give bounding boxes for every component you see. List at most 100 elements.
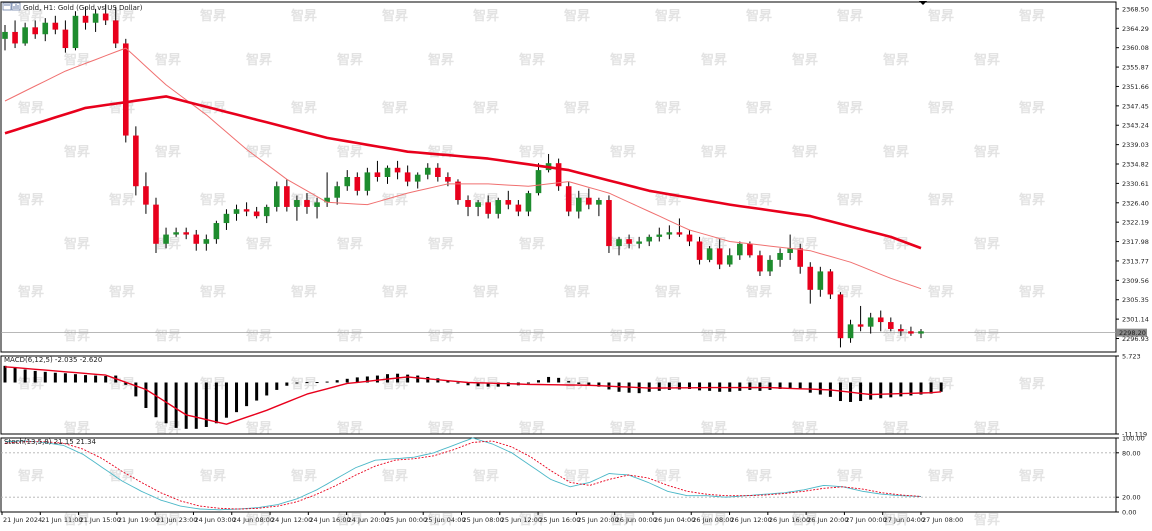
candle-body[interactable] — [92, 13, 99, 23]
candle-body[interactable] — [324, 197, 330, 203]
candle-body[interactable] — [314, 202, 320, 207]
candle-body[interactable] — [12, 31, 18, 44]
candle-body[interactable] — [525, 193, 532, 212]
candle-body[interactable] — [867, 317, 874, 327]
candle-body[interactable] — [716, 248, 723, 265]
candle-body[interactable] — [606, 200, 612, 247]
watermark-tile: 智昇 — [428, 236, 454, 252]
candle-body[interactable] — [414, 174, 421, 182]
candle-body[interactable] — [82, 15, 89, 23]
candle-body[interactable] — [495, 200, 502, 214]
candle-body[interactable] — [384, 167, 391, 177]
candle-body[interactable] — [133, 135, 139, 187]
candle-body[interactable] — [344, 177, 351, 187]
candle-body[interactable] — [817, 271, 824, 290]
candle-body[interactable] — [676, 232, 683, 235]
candle-body[interactable] — [888, 322, 894, 329]
candle-body[interactable] — [807, 266, 814, 290]
candle-body[interactable] — [112, 20, 119, 44]
candle-body[interactable] — [857, 324, 864, 327]
candle-body[interactable] — [455, 181, 461, 201]
candle-body[interactable] — [374, 172, 381, 177]
candle-body[interactable] — [153, 204, 159, 244]
candle-body[interactable] — [656, 234, 663, 237]
candle-body[interactable] — [354, 177, 361, 191]
candle-body[interactable] — [183, 232, 189, 235]
candle-body[interactable] — [898, 328, 904, 332]
candle-body[interactable] — [515, 204, 522, 212]
candle-body[interactable] — [334, 186, 340, 198]
candle-body[interactable] — [404, 172, 411, 182]
candle-body[interactable] — [223, 213, 230, 224]
candle-body[interactable] — [586, 197, 592, 205]
candle-body[interactable] — [877, 317, 884, 323]
shift-marker-icon[interactable] — [919, 1, 927, 5]
macd-pane[interactable]: 5.723 -11.119 — [0, 353, 1147, 439]
candle-body[interactable] — [22, 27, 28, 44]
candle-body[interactable] — [294, 200, 300, 207]
candle-body[interactable] — [596, 200, 602, 205]
candle-body[interactable] — [42, 22, 49, 35]
candle-body[interactable] — [233, 209, 240, 214]
stochastic-pane[interactable]: 100.00 80.00 20.00 0.00 — [0, 435, 1145, 517]
candle-body[interactable] — [646, 236, 653, 242]
candle-body[interactable] — [777, 252, 783, 260]
candle-body[interactable] — [827, 271, 834, 295]
candle-body[interactable] — [767, 259, 773, 272]
candle-body[interactable] — [475, 202, 481, 207]
candle-body[interactable] — [253, 211, 260, 217]
candle-body[interactable] — [626, 239, 632, 244]
candle-body[interactable] — [32, 27, 38, 35]
candle-body[interactable] — [213, 223, 220, 240]
candle-body[interactable] — [706, 248, 713, 260]
candle-body[interactable] — [465, 200, 471, 207]
candle-body[interactable] — [747, 243, 753, 256]
candle-body[interactable] — [737, 243, 743, 256]
candle-body[interactable] — [686, 234, 693, 242]
candle-body[interactable] — [908, 331, 914, 334]
candle-body[interactable] — [847, 324, 854, 339]
candle-body[interactable] — [787, 248, 793, 253]
candle-body[interactable] — [696, 241, 703, 260]
candle-body[interactable] — [666, 232, 673, 235]
candle-body[interactable] — [2, 31, 8, 39]
candle-body[interactable] — [263, 206, 270, 217]
candle-body[interactable] — [203, 239, 210, 244]
candle-body[interactable] — [122, 43, 129, 136]
candle-body[interactable] — [284, 186, 290, 207]
candle-body[interactable] — [726, 255, 733, 265]
candle-body[interactable] — [837, 294, 844, 339]
macd-histogram-bar — [245, 382, 249, 407]
candle-body[interactable] — [102, 13, 109, 21]
candle-body[interactable] — [445, 177, 451, 182]
candle-body[interactable] — [918, 331, 924, 334]
candle-body[interactable] — [62, 29, 69, 49]
candle-body[interactable] — [243, 209, 250, 212]
candle-body[interactable] — [394, 167, 401, 173]
candle-body[interactable] — [72, 15, 79, 49]
candle-body[interactable] — [485, 202, 491, 214]
candle-body[interactable] — [575, 197, 582, 212]
candle-body[interactable] — [616, 239, 622, 247]
candle-body[interactable] — [435, 167, 441, 177]
candle-body[interactable] — [173, 232, 179, 235]
candle-body[interactable] — [505, 200, 512, 205]
candle-body[interactable] — [304, 200, 310, 207]
candle-body[interactable] — [757, 255, 763, 272]
candle-body[interactable] — [364, 172, 371, 191]
watermark-tile: 智昇 — [473, 100, 499, 116]
candle-body[interactable] — [273, 186, 280, 207]
price-pane[interactable]: 2368.50 2364.29 2360.08 2355.87 2351.66 2347.… — [0, 1, 1149, 353]
candle-body[interactable] — [636, 241, 642, 244]
candle-body[interactable] — [52, 22, 59, 30]
candle-body[interactable] — [424, 167, 431, 175]
candle-body[interactable] — [143, 186, 149, 205]
candle-body[interactable] — [555, 163, 562, 187]
candle-body[interactable] — [163, 234, 169, 244]
candle-body[interactable] — [797, 248, 804, 267]
candle-body[interactable] — [565, 186, 572, 212]
candle-body[interactable] — [193, 234, 200, 244]
candle-body[interactable] — [535, 170, 542, 194]
